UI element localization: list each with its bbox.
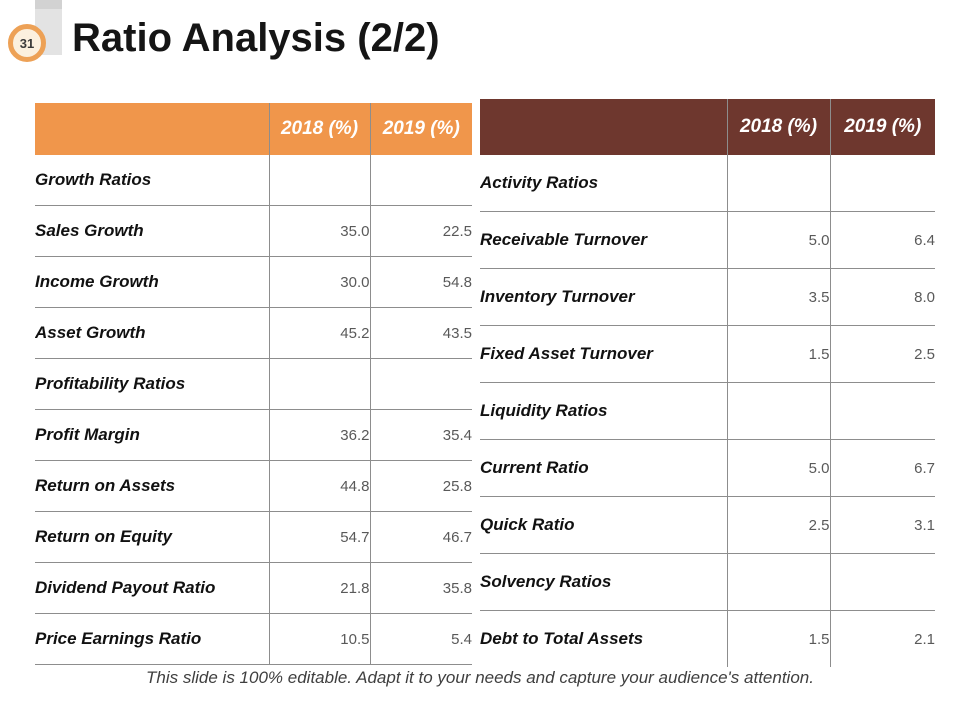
row-label: Return on Equity [35, 511, 269, 563]
row-label: Inventory Turnover [480, 268, 727, 326]
value-2018: 5.0 [726, 439, 830, 497]
header-2019: 2019 (%) [829, 99, 935, 155]
table-header-row: 2018 (%) 2019 (%) [480, 99, 935, 155]
row-label: Income Growth [35, 256, 269, 308]
table-row: Profit Margin 36.2 35.4 [35, 409, 472, 461]
table-row: Dividend Payout Ratio 21.8 35.8 [35, 562, 472, 614]
table-row: Profitability Ratios [35, 358, 472, 410]
row-label: Profitability Ratios [35, 358, 269, 410]
value-2018: 45.2 [268, 307, 370, 359]
value-2019 [829, 553, 935, 611]
value-2019 [829, 155, 935, 212]
value-2018: 36.2 [268, 409, 370, 461]
right-ratio-table: 2018 (%) 2019 (%) Activity Ratios Receiv… [480, 99, 935, 667]
header-2019: 2019 (%) [369, 103, 472, 155]
row-label: Receivable Turnover [480, 211, 727, 269]
row-label: Profit Margin [35, 409, 269, 461]
value-2018 [726, 382, 830, 440]
value-2018: 44.8 [268, 460, 370, 512]
table-row: Asset Growth 45.2 43.5 [35, 307, 472, 359]
value-2018: 54.7 [268, 511, 370, 563]
table-row: Return on Assets 44.8 25.8 [35, 460, 472, 512]
value-2019: 54.8 [369, 256, 472, 308]
row-label: Quick Ratio [480, 496, 727, 554]
header-empty [35, 103, 269, 155]
header-empty [480, 99, 727, 155]
header-2018: 2018 (%) [268, 103, 370, 155]
table-row: Solvency Ratios [480, 553, 935, 611]
row-label: Return on Assets [35, 460, 269, 512]
table-row: Growth Ratios [35, 155, 472, 206]
value-2019: 3.1 [829, 496, 935, 554]
value-2019: 35.8 [369, 562, 472, 614]
slide-number: 31 [19, 35, 35, 51]
value-2019: 6.7 [829, 439, 935, 497]
row-label: Asset Growth [35, 307, 269, 359]
left-ratio-table: 2018 (%) 2019 (%) Growth Ratios Sales Gr… [35, 103, 472, 665]
value-2018: 21.8 [268, 562, 370, 614]
row-label: Current Ratio [480, 439, 727, 497]
value-2018: 3.5 [726, 268, 830, 326]
value-2018: 2.5 [726, 496, 830, 554]
row-label: Solvency Ratios [480, 553, 727, 611]
row-label: Growth Ratios [35, 155, 269, 206]
value-2018 [726, 155, 830, 212]
value-2019: 2.5 [829, 325, 935, 383]
value-2019: 25.8 [369, 460, 472, 512]
top-left-tab-bar-cap [35, 0, 62, 9]
row-label: Liquidity Ratios [480, 382, 727, 440]
value-2019: 6.4 [829, 211, 935, 269]
value-2019: 2.1 [829, 610, 935, 667]
value-2018: 30.0 [268, 256, 370, 308]
table-row: Activity Ratios [480, 155, 935, 212]
value-2019: 5.4 [369, 613, 472, 665]
value-2018 [268, 155, 370, 206]
table-row: Inventory Turnover 3.5 8.0 [480, 268, 935, 326]
value-2018 [268, 358, 370, 410]
slide-number-badge: 31 [8, 24, 46, 62]
table-row: Fixed Asset Turnover 1.5 2.5 [480, 325, 935, 383]
value-2019: 22.5 [369, 205, 472, 257]
row-label: Sales Growth [35, 205, 269, 257]
header-2018: 2018 (%) [726, 99, 830, 155]
page-title: Ratio Analysis (2/2) [72, 16, 440, 60]
value-2018: 1.5 [726, 325, 830, 383]
value-2019 [369, 358, 472, 410]
table-row: Return on Equity 54.7 46.7 [35, 511, 472, 563]
value-2018: 1.5 [726, 610, 830, 667]
value-2019: 46.7 [369, 511, 472, 563]
value-2018 [726, 553, 830, 611]
value-2019: 43.5 [369, 307, 472, 359]
table-row: Current Ratio 5.0 6.7 [480, 439, 935, 497]
table-row: Quick Ratio 2.5 3.1 [480, 496, 935, 554]
row-label: Fixed Asset Turnover [480, 325, 727, 383]
table-row: Receivable Turnover 5.0 6.4 [480, 211, 935, 269]
value-2019 [829, 382, 935, 440]
table-row: Sales Growth 35.0 22.5 [35, 205, 472, 257]
table-row: Debt to Total Assets 1.5 2.1 [480, 610, 935, 667]
table-row: Liquidity Ratios [480, 382, 935, 440]
row-label: Activity Ratios [480, 155, 727, 212]
value-2018: 10.5 [268, 613, 370, 665]
value-2019: 8.0 [829, 268, 935, 326]
value-2018: 5.0 [726, 211, 830, 269]
table-row: Income Growth 30.0 54.8 [35, 256, 472, 308]
table-row: Price Earnings Ratio 10.5 5.4 [35, 613, 472, 665]
row-label: Debt to Total Assets [480, 629, 644, 648]
row-label: Dividend Payout Ratio [35, 562, 269, 614]
value-2018: 35.0 [268, 205, 370, 257]
value-2019: 35.4 [369, 409, 472, 461]
row-label: Price Earnings Ratio [35, 613, 269, 665]
footer-note: This slide is 100% editable. Adapt it to… [146, 668, 814, 687]
table-header-row: 2018 (%) 2019 (%) [35, 103, 472, 155]
value-2019 [369, 155, 472, 206]
